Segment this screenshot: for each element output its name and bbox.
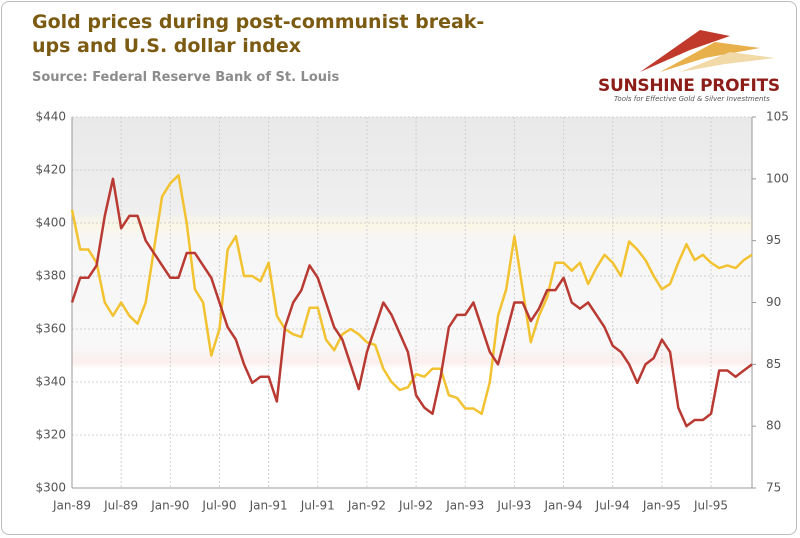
- y2-tick-label: 75: [766, 481, 781, 495]
- logo-tagline: Tools for Effective Gold & Silver Invest…: [614, 95, 770, 103]
- y2-tick-label: 80: [766, 419, 781, 433]
- y2-tick-label: 100: [766, 171, 789, 185]
- x-tick-label: Jan-93: [445, 499, 484, 513]
- logo-name: SUNSHINE PROFITS: [598, 76, 780, 96]
- y2-tick-label: 85: [766, 357, 781, 371]
- x-tick-label: Jul-91: [300, 499, 335, 513]
- plot-background: [72, 117, 752, 488]
- logo-mark: [640, 30, 775, 72]
- y-tick-label: $380: [35, 269, 66, 283]
- y2-tick-label: 90: [766, 295, 781, 309]
- y-tick-label: $420: [35, 163, 66, 177]
- y-tick-label: $400: [35, 216, 66, 230]
- x-tick-label: Jan-89: [52, 499, 91, 513]
- y2-tick-label: 105: [766, 110, 789, 124]
- series-line: [70, 174, 753, 416]
- y-tick-label: $340: [35, 375, 66, 389]
- y-tick-label: $320: [35, 428, 66, 442]
- x-tick-label: Jul-89: [103, 499, 138, 513]
- y-tick-label: $300: [35, 481, 66, 495]
- x-tick-label: Jul-93: [496, 499, 531, 513]
- y2-tick-label: 95: [766, 233, 781, 247]
- x-tick-label: Jul-92: [398, 499, 433, 513]
- x-tick-label: Jan-95: [642, 499, 681, 513]
- x-tick-label: Jan-91: [249, 499, 288, 513]
- chart-subtitle: Source: Federal Reserve Bank of St. Loui…: [32, 70, 340, 85]
- x-tick-label: Jan-90: [150, 499, 189, 513]
- x-tick-label: Jul-95: [693, 499, 728, 513]
- series-line: [70, 177, 753, 428]
- chart-title: Gold prices during post-communist break-…: [32, 11, 485, 57]
- x-tick-label: Jul-90: [201, 499, 236, 513]
- y-tick-label: $440: [35, 110, 66, 124]
- x-tick-label: Jul-94: [595, 499, 630, 513]
- x-tick-label: Jan-94: [544, 499, 583, 513]
- y-tick-label: $360: [35, 322, 66, 336]
- x-tick-label: Jan-92: [347, 499, 386, 513]
